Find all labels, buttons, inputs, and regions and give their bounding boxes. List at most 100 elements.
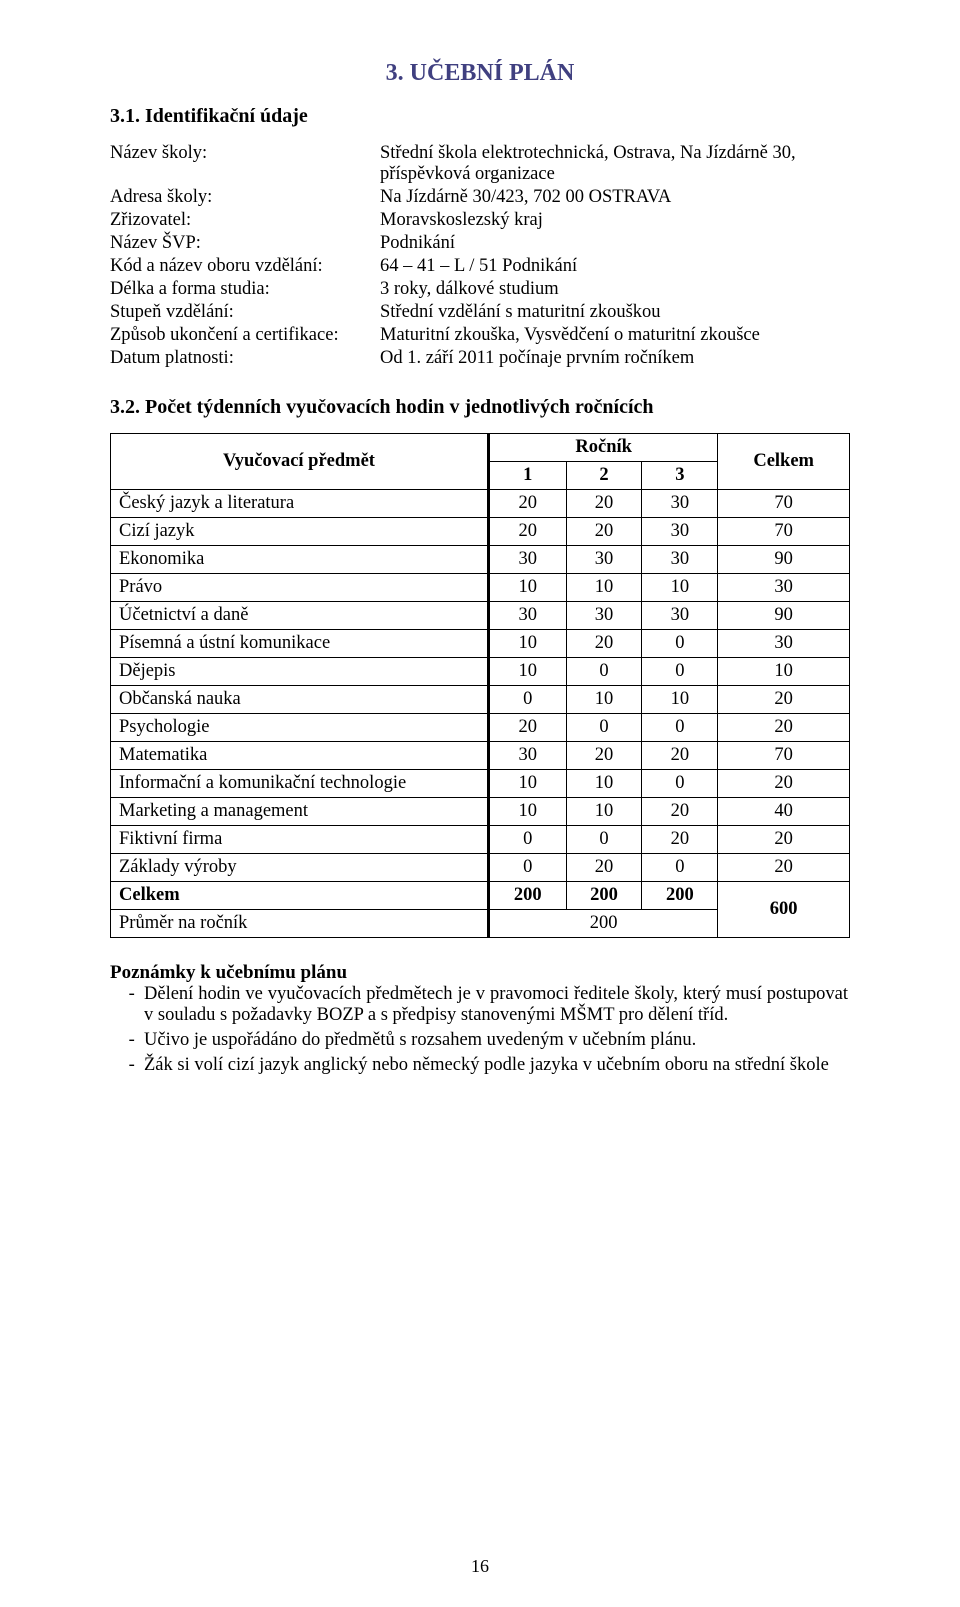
ident-row: Adresa školy:Na Jízdárně 30/423, 702 00 …: [110, 186, 850, 209]
hours-cell: 0: [642, 714, 718, 742]
hours-cell: 0: [566, 826, 642, 854]
note-item: Učivo je uspořádáno do předmětů s rozsah…: [144, 1030, 850, 1051]
table-row: Písemná a ústní komunikace1020030: [111, 630, 850, 658]
hours-cell: 20: [489, 518, 567, 546]
note-item: Žák si volí cizí jazyk anglický nebo něm…: [144, 1055, 850, 1076]
hours-cell: 30: [642, 546, 718, 574]
hours-cell: 20: [642, 742, 718, 770]
ident-row: Kód a název oboru vzdělání:64 – 41 – L /…: [110, 255, 850, 278]
subject-cell: Ekonomika: [111, 546, 489, 574]
ident-value: Střední vzdělání s maturitní zkouškou: [380, 301, 850, 324]
col-header-year-num: 1: [489, 462, 567, 490]
table-row: Psychologie200020: [111, 714, 850, 742]
hours-cell: 10: [566, 686, 642, 714]
total-cell: 90: [718, 546, 850, 574]
ident-value: Maturitní zkouška, Vysvědčení o maturitn…: [380, 324, 850, 347]
total-cell: 20: [718, 714, 850, 742]
table-row: Dějepis100010: [111, 658, 850, 686]
hours-cell: 10: [489, 630, 567, 658]
hours-cell: 30: [642, 602, 718, 630]
table-row: Informační a komunikační technologie1010…: [111, 770, 850, 798]
subject-cell: Občanská nauka: [111, 686, 489, 714]
table-row: Účetnictví a daně30303090: [111, 602, 850, 630]
col-header-year-num: 3: [642, 462, 718, 490]
table-row: Cizí jazyk20203070: [111, 518, 850, 546]
total-cell: 30: [718, 574, 850, 602]
table-row: Český jazyk a literatura20203070: [111, 490, 850, 518]
ident-label: Zřizovatel:: [110, 209, 380, 232]
ident-row: Zřizovatel:Moravskoslezský kraj: [110, 209, 850, 232]
total-cell: 40: [718, 798, 850, 826]
table-row: Občanská nauka0101020: [111, 686, 850, 714]
table-row: Matematika30202070: [111, 742, 850, 770]
subject-cell: Matematika: [111, 742, 489, 770]
ident-row: Stupeň vzdělání:Střední vzdělání s matur…: [110, 301, 850, 324]
ident-value: 64 – 41 – L / 51 Podnikání: [380, 255, 850, 278]
total-cell: 20: [718, 854, 850, 882]
ident-label: Název ŠVP:: [110, 232, 380, 255]
table-row: Marketing a management10102040: [111, 798, 850, 826]
ident-value: Podnikání: [380, 232, 850, 255]
hours-cell: 20: [489, 490, 567, 518]
ident-row: Délka a forma studia:3 roky, dálkové stu…: [110, 278, 850, 301]
ident-row: Název ŠVP:Podnikání: [110, 232, 850, 255]
total-cell: 90: [718, 602, 850, 630]
ident-value: Na Jízdárně 30/423, 702 00 OSTRAVA: [380, 186, 850, 209]
subject-cell: Písemná a ústní komunikace: [111, 630, 489, 658]
hours-cell: 30: [489, 742, 567, 770]
hours-cell: 0: [489, 686, 567, 714]
hours-cell: 0: [642, 630, 718, 658]
ident-row: Způsob ukončení a certifikace:Maturitní …: [110, 324, 850, 347]
hours-cell: 20: [489, 714, 567, 742]
ident-label: Délka a forma studia:: [110, 278, 380, 301]
table-row: Fiktivní firma002020: [111, 826, 850, 854]
subject-cell: Marketing a management: [111, 798, 489, 826]
avg-value: 200: [489, 910, 718, 938]
hours-cell: 10: [566, 770, 642, 798]
total-cell: 70: [718, 490, 850, 518]
ident-label: Datum platnosti:: [110, 347, 380, 370]
hours-cell: 0: [489, 826, 567, 854]
hours-cell: 0: [566, 658, 642, 686]
subject-cell: Dějepis: [111, 658, 489, 686]
sum-label: Celkem: [111, 882, 489, 910]
hours-cell: 0: [642, 658, 718, 686]
sum-row: Celkem200200200600: [111, 882, 850, 910]
hours-cell: 10: [566, 574, 642, 602]
hours-cell: 20: [642, 826, 718, 854]
hours-cell: 20: [566, 854, 642, 882]
hours-cell: 0: [489, 854, 567, 882]
subject-cell: Informační a komunikační technologie: [111, 770, 489, 798]
hours-cell: 10: [489, 574, 567, 602]
hours-cell: 30: [489, 546, 567, 574]
total-cell: 30: [718, 630, 850, 658]
hours-cell: 30: [566, 546, 642, 574]
document-page: 3. UČEBNÍ PLÁN 3.1. Identifikační údaje …: [0, 0, 960, 1607]
table-row: Základy výroby020020: [111, 854, 850, 882]
total-cell: 20: [718, 826, 850, 854]
grand-total-cell: 600: [718, 882, 850, 938]
ident-label: Kód a název oboru vzdělání:: [110, 255, 380, 278]
hours-cell: 20: [566, 742, 642, 770]
total-cell: 20: [718, 686, 850, 714]
hours-cell: 0: [642, 854, 718, 882]
subject-cell: Fiktivní firma: [111, 826, 489, 854]
hours-cell: 20: [566, 490, 642, 518]
note-item: Dělení hodin ve vyučovacích předmětech j…: [144, 984, 850, 1026]
hours-cell: 30: [489, 602, 567, 630]
total-cell: 10: [718, 658, 850, 686]
subject-cell: Právo: [111, 574, 489, 602]
col-header-year-num: 2: [566, 462, 642, 490]
table-row: Ekonomika30303090: [111, 546, 850, 574]
hours-cell: 10: [489, 770, 567, 798]
hours-cell: 30: [642, 518, 718, 546]
col-header-subject: Vyučovací předmět: [111, 434, 489, 490]
hours-cell: 10: [642, 686, 718, 714]
hours-cell: 30: [642, 490, 718, 518]
hours-cell: 0: [642, 770, 718, 798]
subject-cell: Psychologie: [111, 714, 489, 742]
avg-label: Průměr na ročník: [111, 910, 489, 938]
section-heading-plan: 3. UČEBNÍ PLÁN: [110, 60, 850, 87]
ident-label: Způsob ukončení a certifikace:: [110, 324, 380, 347]
notes-list: Dělení hodin ve vyučovacích předmětech j…: [110, 984, 850, 1076]
